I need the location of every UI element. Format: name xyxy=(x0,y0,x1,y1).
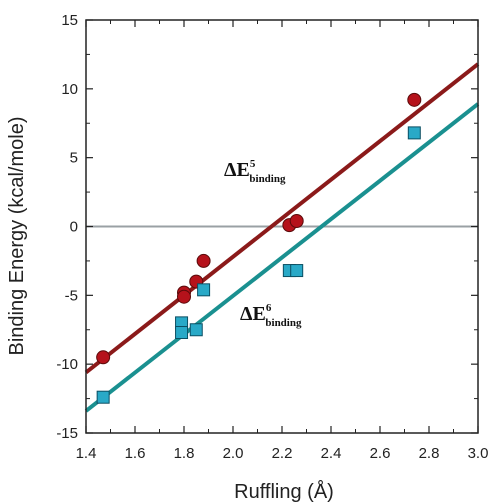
y-tick-label: 10 xyxy=(61,81,78,98)
x-tick-label: 2.0 xyxy=(223,445,244,462)
y-tick-label: -15 xyxy=(56,425,78,442)
series-2-point-8 xyxy=(407,126,421,140)
series-1-point-3 xyxy=(177,289,191,304)
series-2-point-4 xyxy=(189,323,203,337)
series-1-point-1 xyxy=(96,350,111,365)
y-tick-label: 15 xyxy=(61,12,78,29)
y-tick-label: -5 xyxy=(65,287,78,304)
series-1-label: ΔE5 binding xyxy=(224,158,286,185)
series-1-point-5 xyxy=(196,253,211,268)
x-tick-label: 1.8 xyxy=(174,445,195,462)
series-2-fit-line xyxy=(84,102,480,413)
x-tick-label: 2.4 xyxy=(321,445,342,462)
series-1-fit-line xyxy=(84,62,480,374)
x-tick-label: 3.0 xyxy=(468,445,489,462)
x-axis-title: Ruffling (Å) xyxy=(234,480,334,503)
y-tick-label: 5 xyxy=(70,150,78,167)
y-tick-label: 0 xyxy=(70,219,78,236)
series-2-point-5 xyxy=(197,283,211,297)
x-axis: 1.4 1.6 1.8 2.0 2.2 2.4 2.6 2.8 3.0 xyxy=(76,20,489,462)
plot-content xyxy=(84,62,480,413)
x-tick-label: 2.6 xyxy=(370,445,391,462)
series-2-point-1 xyxy=(96,390,110,404)
y-axis-title: Binding Energy (kcal/mole) xyxy=(6,117,28,356)
x-tick-label: 2.2 xyxy=(272,445,293,462)
series-1-point-8 xyxy=(407,92,422,107)
x-tick-label: 1.4 xyxy=(76,445,97,462)
series-1-point-7 xyxy=(289,213,304,228)
y-axis: 15 10 5 0 -5 -10 -15 xyxy=(56,12,478,442)
x-tick-label: 1.6 xyxy=(125,445,146,462)
y-tick-label: -10 xyxy=(56,356,78,373)
series-2-point-7 xyxy=(290,264,304,278)
x-tick-label: 2.8 xyxy=(419,445,440,462)
series-2-label: ΔE6 binding xyxy=(240,302,302,329)
series-2-point-3 xyxy=(175,326,189,340)
